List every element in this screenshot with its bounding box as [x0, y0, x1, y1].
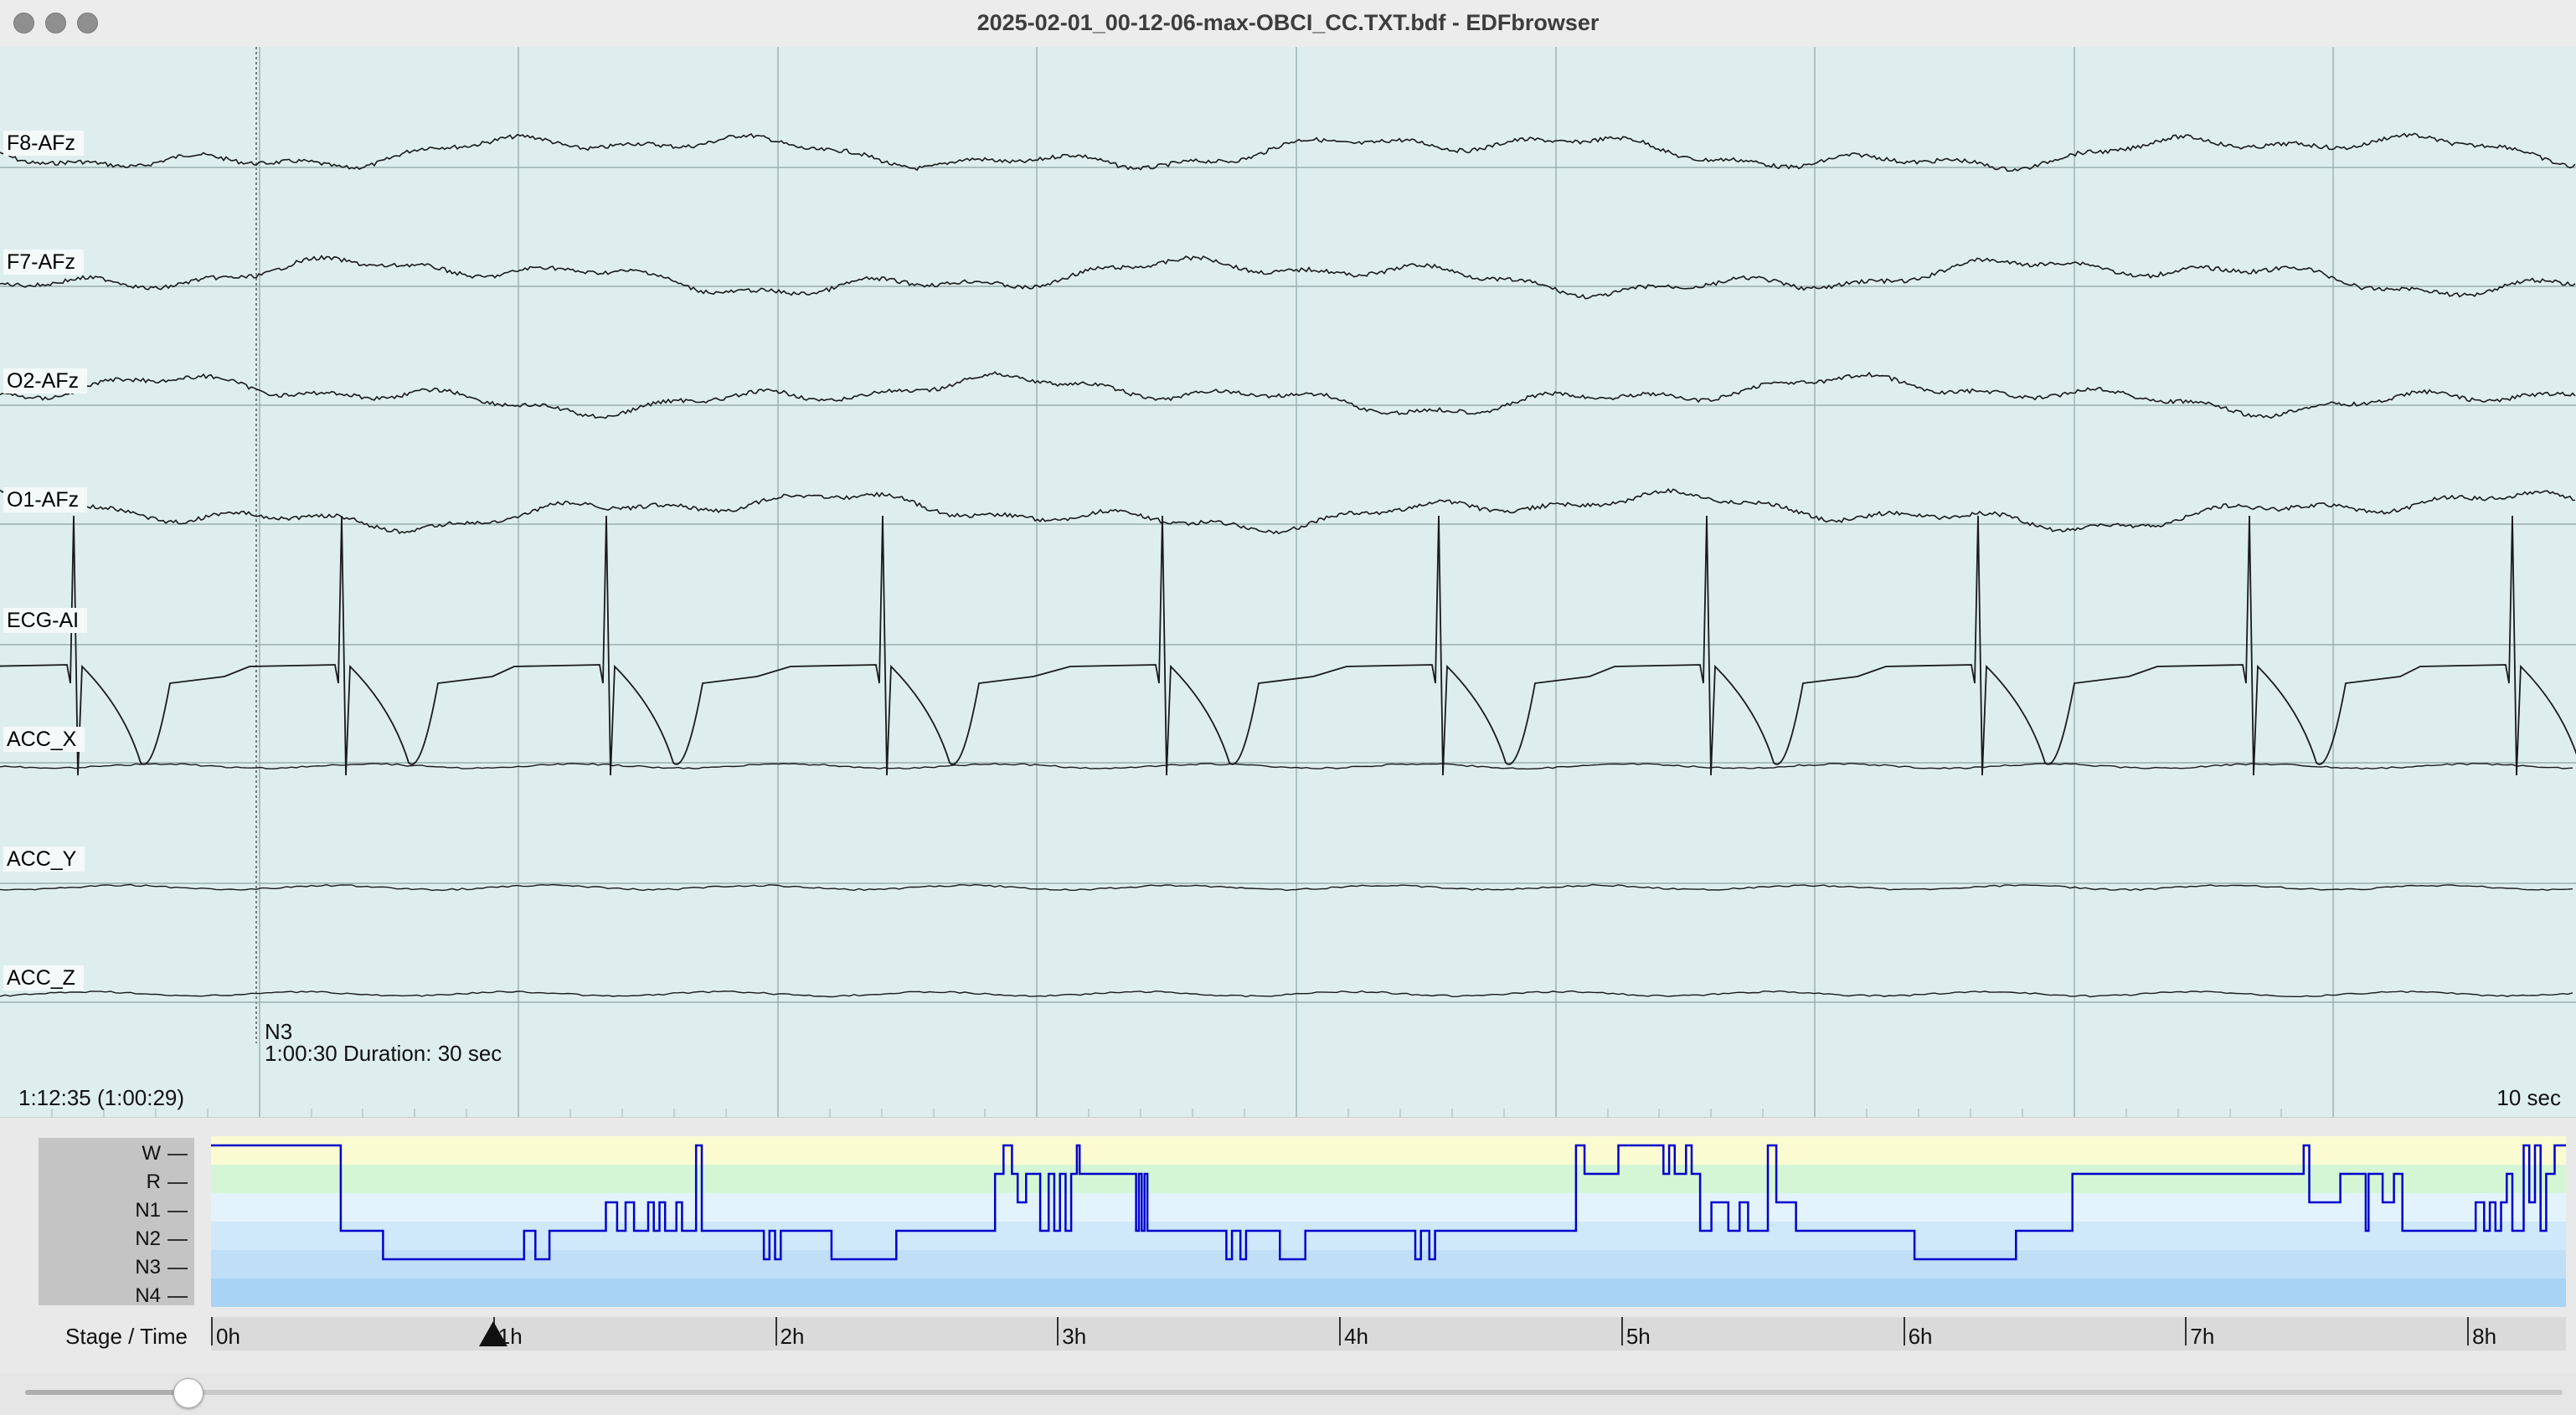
channel-label-acc-x[interactable]: ACC_X	[3, 727, 85, 752]
stage-time-label: Stage / Time	[65, 1324, 188, 1349]
scrollbar-thumb[interactable]	[173, 1378, 204, 1408]
time-scrollbar[interactable]	[0, 1373, 2576, 1415]
hypnogram-line	[211, 1144, 2566, 1261]
stage-tick	[167, 1239, 188, 1241]
hypnogram-plot[interactable]	[211, 1136, 2566, 1307]
hypnogram-panel[interactable]: W R N1 N2 N3 N4 Stage / Time 0h 1h 2h 3h 4h 5h 6h 7h…	[0, 1117, 2576, 1374]
time-position-readout: 1:12:35 (1:00:29)	[18, 1085, 185, 1110]
hour-label-7h: 7h	[2190, 1324, 2215, 1349]
stage-label-n4: N4	[135, 1284, 161, 1307]
window-titlebar: 2025-02-01_00-12-06-max-OBCI_CC.TXT.bdf …	[0, 0, 2576, 48]
hour-label-6h: 6h	[1908, 1324, 1933, 1349]
signal-traces	[0, 47, 2576, 1117]
close-window-button[interactable]	[13, 13, 34, 33]
trace-acc-1	[0, 883, 2573, 892]
stage-tick	[167, 1296, 188, 1298]
stage-tick	[167, 1154, 188, 1155]
trace-o1-afz	[0, 487, 2576, 535]
hour-tick	[1903, 1317, 1905, 1346]
scrollbar-fill	[25, 1390, 188, 1395]
annotation-detail[interactable]: 1:00:30 Duration: 30 sec	[265, 1041, 502, 1066]
signal-view[interactable]: N3 1:00:30 Duration: 30 sec 1:12:35 (1:0…	[0, 47, 2576, 1117]
window-title: 2025-02-01_00-12-06-max-OBCI_CC.TXT.bdf …	[976, 10, 1600, 35]
stage-label-r: R	[146, 1171, 161, 1193]
stage-tick	[167, 1211, 188, 1212]
trace-o2-afz	[0, 371, 2576, 419]
stage-legend: W R N1 N2 N3 N4	[39, 1138, 194, 1307]
zoom-window-button[interactable]	[77, 13, 98, 33]
channel-label-f8-afz[interactable]: F8-AFz	[3, 131, 84, 156]
minimize-window-button[interactable]	[45, 13, 66, 33]
trace-f7-afz	[0, 255, 2576, 300]
annotation-stage[interactable]: N3	[265, 1019, 293, 1044]
hour-label-4h: 4h	[1344, 1324, 1368, 1349]
trace-f8-afz	[0, 132, 2576, 172]
stage-label-n2: N2	[135, 1227, 161, 1250]
stage-tick	[167, 1268, 188, 1269]
hour-label-2h: 2h	[780, 1324, 805, 1349]
hour-tick	[1339, 1317, 1342, 1346]
channel-label-f7-afz[interactable]: F7-AFz	[3, 250, 84, 275]
hour-label-3h: 3h	[1062, 1324, 1087, 1349]
channel-label-acc-y[interactable]: ACC_Y	[3, 846, 85, 872]
hour-tick	[1057, 1317, 1059, 1346]
channel-label-acc-z[interactable]: ACC_Z	[3, 965, 84, 990]
hour-tick	[775, 1317, 777, 1346]
hour-tick	[2185, 1317, 2187, 1346]
channel-label-ecg-ai[interactable]: ECG-AI	[3, 608, 88, 633]
trace-acc-2	[0, 990, 2573, 998]
hour-label-5h: 5h	[1625, 1324, 1651, 1349]
hour-label-0h: 0h	[216, 1324, 240, 1349]
hypnogram-cursor-icon[interactable]	[479, 1321, 507, 1346]
stage-label-n3: N3	[135, 1256, 161, 1279]
timescale-readout: 10 sec	[2496, 1085, 2561, 1110]
stage-label-w: W	[142, 1142, 161, 1165]
channel-label-o2-afz[interactable]: O2-AFz	[3, 368, 88, 394]
hour-label-8h: 8h	[2472, 1324, 2497, 1349]
stage-tick	[167, 1182, 188, 1184]
hour-tick	[211, 1317, 213, 1346]
hypnogram-time-axis: 0h 1h 2h 3h 4h 5h 6h 7h 8h	[211, 1317, 2566, 1351]
stage-label-n1: N1	[135, 1199, 161, 1222]
trace-acc-0	[0, 762, 2573, 770]
scrollbar-track[interactable]	[25, 1390, 2563, 1395]
hour-tick	[2467, 1317, 2470, 1346]
trace-ecg-ai	[0, 515, 2576, 776]
hour-tick	[1620, 1317, 1623, 1346]
channel-label-o1-afz[interactable]: O1-AFz	[3, 487, 88, 512]
